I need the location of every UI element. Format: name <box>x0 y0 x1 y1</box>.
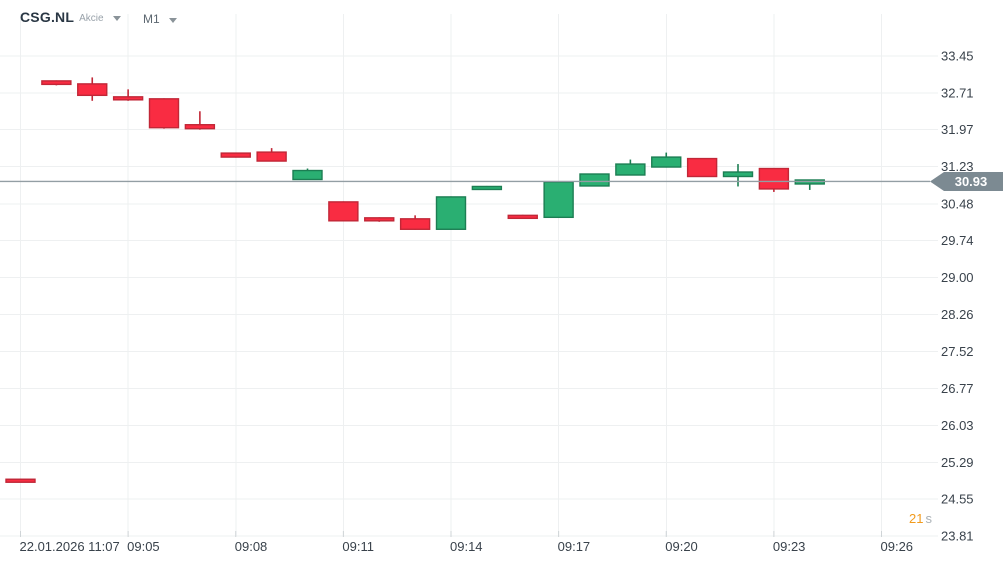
candle-body <box>471 185 503 191</box>
symbol-name: CSG.NL <box>20 9 75 25</box>
candle-body <box>5 478 36 483</box>
price-axis-label: 31.23 <box>941 159 974 174</box>
price-axis-label: 24.55 <box>941 492 974 507</box>
candle <box>615 159 646 176</box>
price-axis-label: 28.26 <box>941 307 974 322</box>
time-axis-label: 09:05 <box>127 539 160 554</box>
candle <box>184 111 216 130</box>
current-price-value: 30.93 <box>955 174 988 189</box>
candle <box>112 89 144 101</box>
candle <box>41 80 72 86</box>
candle-body <box>148 98 180 129</box>
candle-body <box>758 167 790 190</box>
price-axis-label: 26.03 <box>941 418 974 433</box>
instrument-type-label: Akcie <box>79 12 104 24</box>
current-price-tag: 30.93 <box>930 171 1003 191</box>
candle-body <box>41 80 72 86</box>
price-axis-label: 27.52 <box>941 344 974 359</box>
price-axis-label: 25.29 <box>941 455 974 470</box>
countdown-unit: s <box>925 511 933 526</box>
time-axis-label: 09:20 <box>665 539 698 554</box>
candle <box>651 152 682 168</box>
candle <box>77 77 108 101</box>
candle-body <box>543 181 574 219</box>
candle-body <box>722 171 754 178</box>
price-axis[interactable]: 33.45 32.71 31.97 31.23 30.48 29.74 29.00 28.26… <box>941 49 974 544</box>
candle-body <box>220 152 251 158</box>
time-axis-label: 09:08 <box>235 539 268 554</box>
chevron-down-icon <box>168 17 177 23</box>
candle-countdown: 21 s <box>909 511 932 526</box>
time-axis-label: 09:11 <box>342 539 374 554</box>
candle-body <box>579 173 610 187</box>
candle <box>220 152 251 158</box>
price-tag-shape <box>930 171 1003 191</box>
time-axis[interactable]: 22.01.2026 11:07 09:05 09:08 09:11 09:14 09:1… <box>20 531 914 554</box>
chevron-down-icon <box>112 15 121 21</box>
candle-body <box>615 163 646 176</box>
candle <box>686 157 718 178</box>
countdown-value: 21 <box>909 511 924 526</box>
candle-body <box>328 201 359 222</box>
time-axis-label: 09:23 <box>773 539 806 554</box>
time-axis-label: 09:17 <box>558 539 591 554</box>
candles <box>5 77 825 483</box>
price-axis-label: 31.97 <box>941 122 974 137</box>
candle <box>758 167 790 192</box>
candle <box>507 214 538 220</box>
candle-body <box>507 214 538 220</box>
candle-body <box>364 217 395 222</box>
candle <box>364 217 395 222</box>
timeframe-label: M1 <box>143 12 160 26</box>
candle <box>435 196 467 230</box>
price-axis-label: 23.81 <box>941 529 974 544</box>
candle-body <box>292 169 323 181</box>
candle <box>399 215 431 230</box>
candle-body <box>256 151 287 162</box>
chart-grid <box>0 14 938 537</box>
price-axis-label: 30.48 <box>941 196 974 211</box>
candle-body <box>77 83 108 97</box>
candle-body <box>184 124 216 130</box>
candle <box>328 201 359 222</box>
time-axis-label: 09:14 <box>450 539 483 554</box>
candle-body <box>435 196 467 230</box>
time-axis-label: 22.01.2026 11:07 <box>20 539 120 554</box>
candle <box>256 148 287 162</box>
symbol-selector[interactable]: CSG.NL Akcie <box>20 9 121 25</box>
candle <box>579 173 610 187</box>
candle-body <box>112 96 144 101</box>
candle <box>292 168 323 181</box>
candle-body <box>651 156 682 168</box>
candle <box>5 478 36 483</box>
price-axis-label: 33.45 <box>941 49 974 64</box>
timeframe-selector[interactable]: M1 <box>143 12 177 26</box>
price-axis-label: 29.00 <box>941 270 974 285</box>
candle <box>471 185 503 191</box>
price-axis-label: 32.71 <box>941 85 974 100</box>
price-axis-label: 26.77 <box>941 381 974 396</box>
time-axis-label: 09:26 <box>881 539 914 554</box>
price-axis-label: 29.74 <box>941 233 974 248</box>
candle <box>543 181 574 219</box>
candle-body <box>399 218 431 230</box>
candle-body <box>686 157 718 178</box>
candle <box>148 98 180 129</box>
candle <box>722 164 754 187</box>
